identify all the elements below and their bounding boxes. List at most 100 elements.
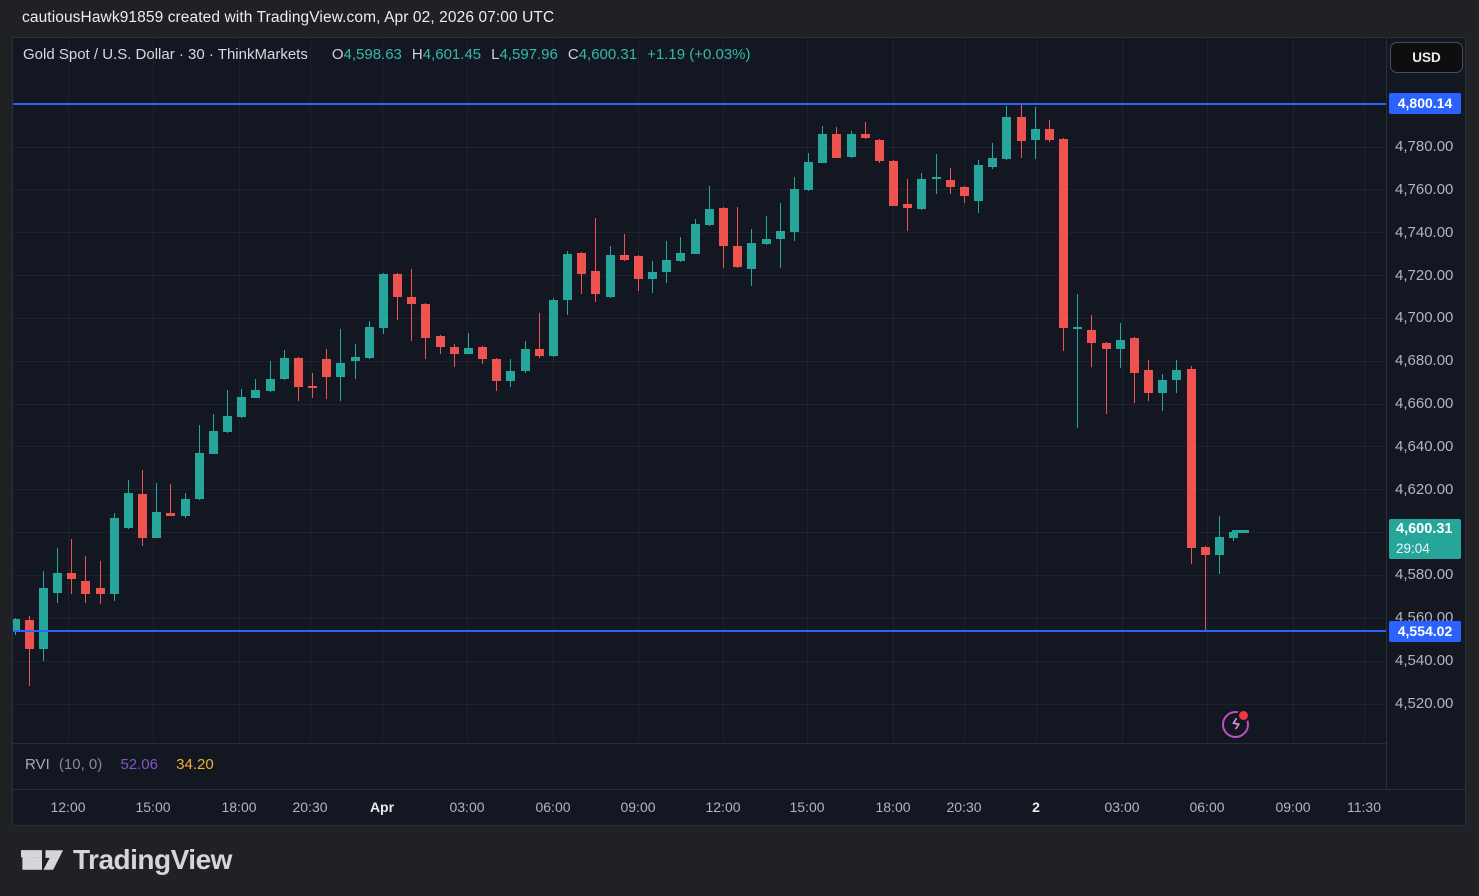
candle-wick	[1077, 293, 1079, 429]
v-gridline	[1122, 38, 1123, 743]
open-value: 4,598.63	[343, 46, 402, 63]
candle-body	[1002, 117, 1012, 160]
candle-wick	[453, 344, 455, 368]
candle-body	[364, 326, 374, 359]
v-gridline	[723, 38, 724, 743]
candle-body	[747, 243, 757, 269]
main-pane[interactable]: ϟ	[13, 38, 1386, 743]
v-gridline	[1207, 38, 1208, 743]
candle-body	[889, 160, 899, 206]
price-axis-label: 4,660.00	[1395, 395, 1454, 413]
candle-body	[1186, 368, 1196, 549]
candle-body	[308, 386, 318, 389]
candle-body	[1229, 531, 1239, 538]
high-label: H	[411, 46, 423, 63]
candle-body	[13, 618, 20, 632]
candle-body	[903, 204, 913, 209]
candle-wick	[269, 361, 271, 393]
tradingview-logo[interactable]: TradingView	[21, 844, 232, 876]
v-gridline	[239, 38, 240, 743]
candle-body	[733, 246, 743, 267]
time-axis-label: 12:00	[50, 799, 86, 815]
candle-wick	[765, 216, 767, 245]
h-gridline	[13, 617, 1386, 619]
currency-button[interactable]: USD	[1390, 42, 1463, 73]
candle-body	[577, 253, 587, 275]
flash-boost-icon[interactable]: ϟ	[1222, 709, 1250, 738]
attribution-text: cautiousHawk91859 created with TradingVi…	[22, 9, 555, 26]
candle-body	[478, 347, 488, 360]
candle-wick	[595, 217, 597, 302]
candle-body	[24, 620, 34, 650]
time-axis-label: 06:00	[1189, 799, 1225, 815]
drawn-price-line[interactable]	[13, 630, 1386, 633]
candle-body	[605, 255, 615, 297]
candle-body	[166, 513, 176, 517]
h-gridline	[13, 403, 1386, 405]
open-label: O	[331, 46, 344, 63]
h-gridline	[13, 360, 1386, 362]
rvi-value: 52.06	[120, 756, 158, 773]
candle-body	[95, 588, 105, 595]
candle-wick	[170, 484, 172, 517]
candle-wick	[227, 389, 229, 433]
candle-body	[761, 238, 771, 244]
candle-wick	[312, 373, 314, 399]
tradingview-wordmark: TradingView	[73, 844, 232, 875]
h-gridline	[13, 189, 1386, 191]
time-axis-label: 20:30	[946, 799, 982, 815]
rvi-params: (10, 0)	[58, 756, 103, 773]
time-axis-label: 18:00	[221, 799, 257, 815]
close-label: C	[567, 46, 579, 63]
v-gridline	[68, 38, 69, 743]
candle-wick	[85, 555, 87, 604]
close-value: 4,600.31	[578, 46, 638, 63]
candle-body	[1073, 326, 1083, 329]
last-price-label: 4,600.31 29:04	[1389, 518, 1461, 559]
candle-body	[1016, 117, 1026, 142]
price-axis-label: 4,780.00	[1395, 138, 1454, 156]
h-gridline	[13, 532, 1386, 534]
h-gridline	[13, 317, 1386, 319]
candle-body	[506, 371, 516, 381]
candle-body	[1214, 536, 1224, 555]
candle-body	[563, 253, 573, 300]
candle-body	[1144, 370, 1154, 393]
candle-body	[917, 178, 927, 209]
candle-wick	[28, 616, 30, 686]
candle-body	[1200, 546, 1210, 555]
candle-body	[492, 359, 502, 381]
symbol-title[interactable]: Gold Spot / U.S. Dollar · 30 · ThinkMark…	[23, 46, 308, 63]
time-axis-label: 03:00	[449, 799, 485, 815]
h-gridline	[13, 275, 1386, 277]
v-gridline	[638, 38, 639, 743]
candle-body	[407, 296, 417, 305]
rvi-name[interactable]: RVI	[25, 756, 50, 773]
rvi-pane[interactable]: RVI (10, 0) 52.06 34.20	[13, 743, 1386, 790]
time-axis-label: 2	[1032, 799, 1040, 815]
candle-body	[1059, 139, 1069, 329]
time-axis[interactable]: 12:00 15:00 18:00 20:30 Apr 03:00 06:00 09:00 12…	[13, 789, 1465, 827]
price-axis[interactable]: 4,800.14 4,554.02 4,780.00 4,760.00 4,740.00…	[1386, 38, 1467, 789]
attribution-bar: cautiousHawk91859 created with TradingVi…	[0, 0, 1479, 37]
candle-body	[67, 572, 77, 580]
footer: TradingView	[0, 826, 1479, 896]
h-gridline	[13, 446, 1386, 448]
candle-body	[138, 494, 148, 538]
candle-body	[789, 189, 799, 233]
candle-body	[633, 256, 643, 279]
candle-body	[690, 223, 700, 254]
candle-body	[988, 157, 998, 167]
time-axis-label: 12:00	[705, 799, 741, 815]
candle-body	[775, 231, 785, 239]
candle-body	[648, 271, 658, 279]
candle-body	[818, 133, 828, 164]
drawn-price-line[interactable]	[13, 102, 1386, 105]
candle-body	[322, 359, 332, 378]
candle-body	[846, 133, 856, 158]
candle-body	[251, 389, 261, 399]
candle-body	[719, 208, 728, 246]
candle-body	[704, 208, 714, 225]
candle-wick	[680, 237, 682, 263]
last-price-value: 4,600.31	[1396, 520, 1453, 537]
